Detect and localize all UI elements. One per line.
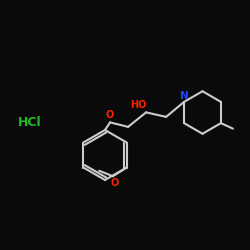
- Text: HCl: HCl: [18, 116, 42, 129]
- Text: O: O: [106, 110, 114, 120]
- Text: O: O: [111, 178, 119, 188]
- Text: HO: HO: [130, 100, 146, 110]
- Text: N: N: [180, 91, 188, 102]
